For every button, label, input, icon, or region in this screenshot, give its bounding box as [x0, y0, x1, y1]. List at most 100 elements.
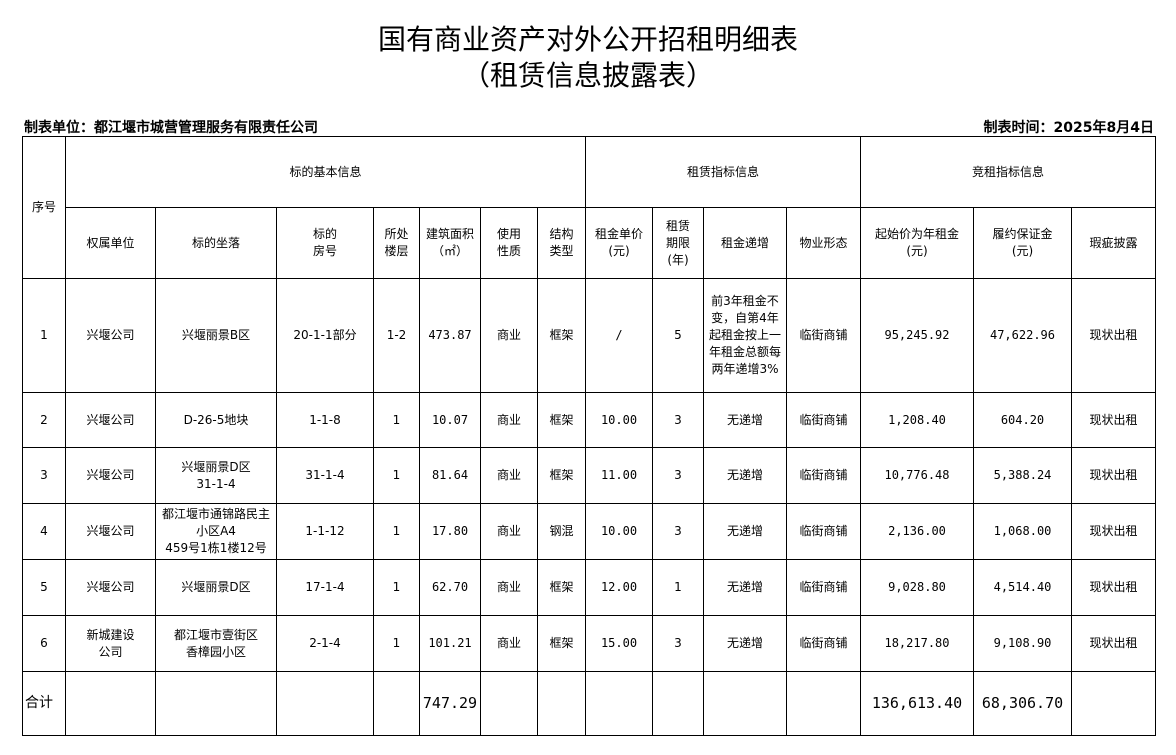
table-cell: 商业	[480, 615, 538, 672]
empty-cell	[373, 671, 420, 736]
empty-cell	[537, 671, 586, 736]
table-cell: 现状出租	[1071, 392, 1156, 448]
table-cell: 前3年租金不变，自第4年起租金按上一年租金总额每两年递增3%	[703, 278, 787, 393]
table-cell: 3	[22, 447, 66, 504]
table-cell: 5,388.24	[973, 447, 1072, 504]
total-row: 合计 747.29 136,613.40 68,306.70	[22, 671, 1156, 736]
table-cell: /	[585, 278, 653, 393]
table-cell: 81.64	[419, 447, 481, 504]
table-cell: 商业	[480, 559, 538, 616]
table-cell: 10,776.48	[860, 447, 974, 504]
total-cell: 合计	[22, 671, 66, 736]
table-row: 2 兴堰公司 D-26-5地块 1-1-8 1 10.07 商业 框架 10.00 3 无递增 临街商…	[22, 392, 1156, 448]
table-cell: 1,208.40	[860, 392, 974, 448]
header-seq: 序号	[22, 136, 66, 279]
table-cell: 1	[373, 503, 420, 560]
empty-cell	[703, 671, 787, 736]
page-subtitle: （租赁信息披露表）	[461, 59, 714, 92]
table-cell: 框架	[537, 392, 586, 448]
table-cell: 兴堰公司	[65, 559, 156, 616]
table-cell: 都江堰市壹街区 香樟园小区	[155, 615, 277, 672]
empty-cell	[480, 671, 538, 736]
column-header: 所处 楼层	[373, 207, 420, 279]
table-row: 6 新城建设 公司 都江堰市壹街区 香樟园小区 2-1-4 1 101.21 商业 框架 15.…	[22, 615, 1156, 672]
table-cell: 无递增	[703, 447, 787, 504]
table-cell: 临街商铺	[786, 447, 861, 504]
table-cell: 11.00	[585, 447, 653, 504]
column-header: 标的 房号	[276, 207, 374, 279]
table-cell: 3	[652, 392, 704, 448]
table-cell: 兴堰丽景D区	[155, 559, 277, 616]
table-cell: 2-1-4	[276, 615, 374, 672]
table-cell: 临街商铺	[786, 615, 861, 672]
table-cell: 兴堰公司	[65, 503, 156, 560]
table-cell: 临街商铺	[786, 278, 861, 393]
table-cell: 101.21	[419, 615, 481, 672]
table-cell: 1	[22, 278, 66, 393]
table-cell: 473.87	[419, 278, 481, 393]
table-cell: 20-1-1部分	[276, 278, 374, 393]
table-cell: 12.00	[585, 559, 653, 616]
table-cell: 钢混	[537, 503, 586, 560]
table-cell: 新城建设 公司	[65, 615, 156, 672]
table-cell: 9,108.90	[973, 615, 1072, 672]
table-row: 3 兴堰公司 兴堰丽景D区 31-1-4 31-1-4 1 81.64 商业 框架 11.00 3…	[22, 447, 1156, 504]
total-cell: 747.29	[419, 671, 481, 736]
column-header: 租金递增	[703, 207, 787, 279]
table-cell: 9,028.80	[860, 559, 974, 616]
table-cell: 4	[22, 503, 66, 560]
empty-cell	[65, 671, 156, 736]
column-header: 标的坐落	[155, 207, 277, 279]
table-cell: 现状出租	[1071, 447, 1156, 504]
empty-cell	[786, 671, 861, 736]
table-cell: D-26-5地块	[155, 392, 277, 448]
table-cell: 兴堰丽景B区	[155, 278, 277, 393]
table-cell: 604.20	[973, 392, 1072, 448]
header-bid-info: 竞租指标信息	[860, 136, 1156, 208]
empty-cell	[1071, 671, 1156, 736]
table-cell: 3	[652, 615, 704, 672]
table-cell: 47,622.96	[973, 278, 1072, 393]
table-cell: 2	[22, 392, 66, 448]
table-cell: 1-2	[373, 278, 420, 393]
table-cell: 1-1-12	[276, 503, 374, 560]
table-cell: 1	[373, 447, 420, 504]
table-cell: 无递增	[703, 559, 787, 616]
table-cell: 15.00	[585, 615, 653, 672]
table-cell: 现状出租	[1071, 278, 1156, 393]
header-lease-info: 租赁指标信息	[585, 136, 861, 208]
total-cell: 68,306.70	[973, 671, 1072, 736]
prepared-by: 制表单位：都江堰市城营管理服务有限责任公司	[24, 120, 318, 136]
empty-cell	[652, 671, 704, 736]
table-cell: 1	[373, 392, 420, 448]
column-header: 瑕疵披露	[1071, 207, 1156, 279]
table-cell: 商业	[480, 503, 538, 560]
table-cell: 17.80	[419, 503, 481, 560]
empty-cell	[585, 671, 653, 736]
table-cell: 62.70	[419, 559, 481, 616]
table-cell: 现状出租	[1071, 615, 1156, 672]
table-cell: 商业	[480, 392, 538, 448]
lease-table: 序号 标的基本信息 租赁指标信息 竞租指标信息 权属单位 标的坐落 标的 房号 所处 …	[22, 136, 1156, 736]
table-row: 5 兴堰公司 兴堰丽景D区 17-1-4 1 62.70 商业 框架 12.00 1 无递增 临街商铺…	[22, 559, 1156, 616]
table-cell: 10.07	[419, 392, 481, 448]
empty-cell	[155, 671, 277, 736]
header-basic-info: 标的基本信息	[65, 136, 586, 208]
table-cell: 商业	[480, 278, 538, 393]
table-cell: 兴堰公司	[65, 278, 156, 393]
table-cell: 框架	[537, 615, 586, 672]
prepared-date: 制表时间：2025年8月4日	[983, 120, 1154, 136]
table-cell: 1,068.00	[973, 503, 1072, 560]
column-header: 起始价为年租金 (元)	[860, 207, 974, 279]
table-cell: 17-1-4	[276, 559, 374, 616]
table-cell: 5	[22, 559, 66, 616]
table-cell: 95,245.92	[860, 278, 974, 393]
table-cell: 3	[652, 447, 704, 504]
table-cell: 框架	[537, 278, 586, 393]
table-cell: 5	[652, 278, 704, 393]
table-cell: 商业	[480, 447, 538, 504]
table-cell: 现状出租	[1071, 559, 1156, 616]
table-cell: 6	[22, 615, 66, 672]
table-cell: 临街商铺	[786, 392, 861, 448]
table-cell: 无递增	[703, 503, 787, 560]
